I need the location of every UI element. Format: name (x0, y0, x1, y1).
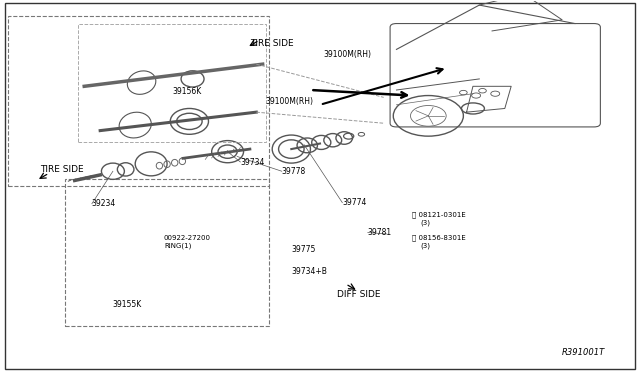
Text: 00922-27200: 00922-27200 (164, 235, 211, 241)
Bar (65, 179, 269, 326)
Text: Ⓑ 08121-0301E: Ⓑ 08121-0301E (412, 212, 466, 218)
Bar (8, 16, 269, 186)
Text: 39778: 39778 (282, 167, 306, 176)
Text: RING(1): RING(1) (164, 243, 191, 249)
Text: TIRE SIDE: TIRE SIDE (250, 39, 294, 48)
Text: Ⓑ 08156-8301E: Ⓑ 08156-8301E (412, 234, 466, 241)
Text: 39100M(RH): 39100M(RH) (323, 51, 371, 60)
Text: 39155K: 39155K (113, 300, 142, 310)
Text: 39781: 39781 (368, 228, 392, 237)
Text: 39100M(RH): 39100M(RH) (266, 97, 314, 106)
Text: (3): (3) (420, 243, 431, 249)
Text: R391001T: R391001T (562, 348, 605, 357)
Bar (78, 23, 266, 142)
Text: 39734+B: 39734+B (291, 267, 327, 276)
Text: 39734: 39734 (241, 157, 265, 167)
Text: 39774: 39774 (342, 198, 367, 207)
Text: 39775: 39775 (291, 245, 316, 254)
Text: (3): (3) (420, 220, 431, 226)
Text: 39156K: 39156K (172, 87, 202, 96)
Text: TIRE SIDE: TIRE SIDE (40, 165, 83, 174)
Text: 39234: 39234 (92, 199, 116, 208)
Text: DIFF SIDE: DIFF SIDE (337, 291, 381, 299)
